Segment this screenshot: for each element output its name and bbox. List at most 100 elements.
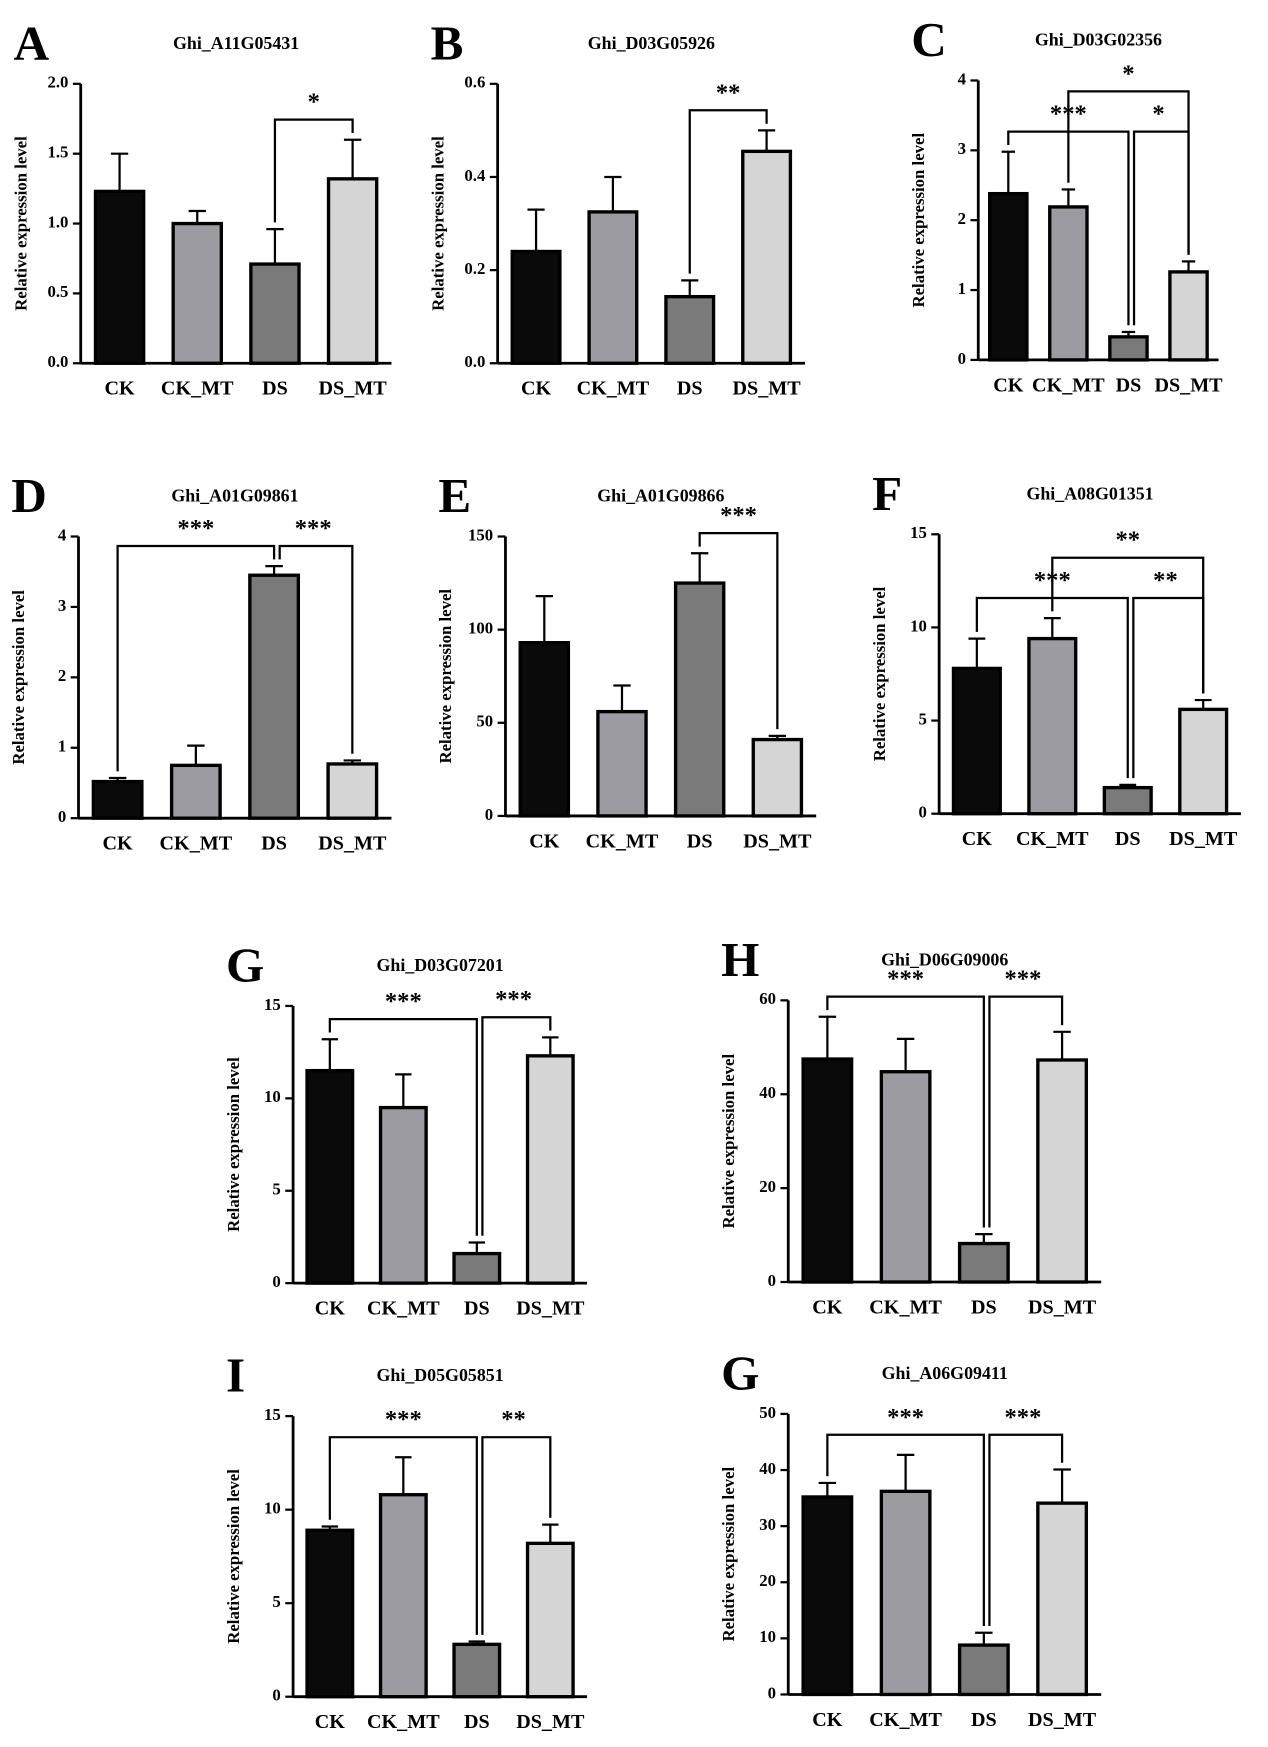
y-tick-label: 0: [272, 1272, 280, 1291]
panel: A Ghi_A11G05431 Relative expression level 0…: [11, 15, 392, 400]
x-tick-label: DS_MT: [516, 1711, 585, 1733]
significance-bracket: [481, 1436, 552, 1635]
y-tick-label: 0: [768, 1271, 776, 1290]
y-axis-label: Relative expression level: [909, 133, 928, 308]
panel: E Ghi_A01G09866 Relative expression level 0…: [436, 468, 817, 852]
bar: [664, 294, 716, 365]
x-tick-label: DS: [464, 1711, 490, 1733]
significance-bracket: [116, 544, 276, 772]
significance-label: *: [1152, 101, 1164, 128]
x-tick-label: CK_MT: [160, 833, 233, 855]
x-tick-label: DS: [464, 1298, 490, 1320]
bar: [169, 763, 222, 820]
bar: [1027, 636, 1078, 816]
y-tick-label: 40: [759, 1083, 776, 1102]
panel-letter: I: [226, 1348, 245, 1403]
y-axis-label: Relative expression level: [436, 589, 455, 764]
x-tick-label: CK_MT: [869, 1709, 942, 1731]
y-tick-label: 150: [468, 525, 493, 544]
bar: [525, 1054, 575, 1285]
x-tick-label: CK: [103, 833, 134, 855]
panel: G Ghi_A06G09411 Relative expression level 0…: [719, 1345, 1102, 1731]
y-tick-label: 1.5: [47, 143, 68, 162]
y-tick-label: 10: [264, 1087, 281, 1106]
x-tick-label: DS: [262, 378, 288, 400]
bar: [1036, 1058, 1089, 1284]
bar: [1178, 707, 1229, 816]
bar: [248, 573, 301, 820]
bar: [879, 1070, 932, 1284]
y-tick-label: 0: [485, 805, 493, 824]
significance-bracket: [826, 1433, 985, 1627]
x-tick-label: CK_MT: [1016, 828, 1089, 850]
bar: [741, 149, 793, 365]
x-tick-label: DS_MT: [733, 378, 802, 400]
bar: [1108, 335, 1149, 362]
significance-bracket: [988, 995, 1064, 1228]
panel: F Ghi_A08G01351 Relative expression level 0…: [870, 466, 1241, 850]
x-tick-label: CK_MT: [1032, 374, 1105, 396]
bar: [518, 641, 571, 818]
y-tick-label: 0.0: [464, 352, 485, 371]
bar: [673, 581, 726, 818]
x-tick-label: DS: [677, 378, 703, 400]
panel-letter: H: [721, 932, 759, 987]
chart-title: Ghi_D05G05851: [377, 1365, 504, 1385]
significance-label: ***: [495, 986, 532, 1013]
chart-title: Ghi_D03G05926: [588, 33, 715, 53]
x-tick-label: DS_MT: [743, 830, 812, 852]
bar: [93, 189, 146, 365]
chart-title: Ghi_A08G01351: [1026, 483, 1153, 503]
y-tick-label: 0: [58, 807, 66, 826]
chart-title: Ghi_D03G02356: [1035, 29, 1162, 49]
x-tick-label: DS_MT: [1028, 1296, 1097, 1318]
bar: [171, 221, 224, 365]
x-tick-label: DS: [971, 1709, 997, 1731]
significance-label: ***: [887, 966, 924, 993]
bar: [378, 1105, 428, 1285]
bar: [452, 1642, 502, 1699]
x-tick-label: DS: [971, 1296, 997, 1318]
y-tick-label: 15: [264, 995, 281, 1014]
y-tick-label: 20: [759, 1571, 776, 1590]
significance-bracket: [698, 532, 779, 730]
x-tick-label: DS_MT: [318, 833, 387, 855]
significance-bracket: [273, 118, 354, 223]
panel-letter: E: [438, 468, 471, 523]
y-tick-label: 20: [759, 1177, 776, 1196]
significance-bracket: [988, 1433, 1064, 1627]
y-axis-label: Relative expression level: [870, 586, 889, 761]
bar: [987, 191, 1029, 362]
x-tick-label: DS: [1115, 828, 1141, 850]
y-tick-label: 50: [759, 1403, 776, 1422]
significance-label: ***: [177, 515, 214, 542]
y-tick-label: 5: [918, 709, 926, 728]
y-axis-label: Relative expression level: [224, 1469, 243, 1644]
bar: [525, 1541, 575, 1699]
panel-letter: D: [11, 468, 47, 523]
bar: [326, 177, 379, 365]
significance-bracket: [688, 109, 768, 274]
bar: [596, 709, 648, 818]
x-tick-label: DS: [687, 830, 713, 852]
chart-title: Ghi_A01G09861: [171, 485, 298, 505]
y-tick-label: 30: [759, 1515, 776, 1534]
x-tick-label: CK: [812, 1709, 843, 1731]
x-tick-label: CK_MT: [161, 378, 234, 400]
y-tick-label: 0: [768, 1683, 776, 1702]
y-tick-label: 10: [264, 1499, 281, 1518]
y-tick-label: 0: [958, 349, 966, 368]
y-tick-label: 100: [468, 618, 493, 637]
bar: [1036, 1501, 1089, 1697]
x-tick-label: DS_MT: [516, 1298, 585, 1320]
x-tick-label: CK: [104, 378, 135, 400]
significance-label: **: [501, 1406, 526, 1433]
panel: G Ghi_D03G07201 Relative expression level 0…: [224, 937, 588, 1320]
x-tick-label: CK_MT: [367, 1711, 440, 1733]
x-tick-label: DS_MT: [1028, 1709, 1097, 1731]
y-tick-label: 4: [958, 69, 967, 88]
panel: B Ghi_D03G05926 Relative expression level 0…: [428, 15, 806, 400]
chart-title: Ghi_D03G07201: [377, 955, 504, 975]
bar: [1048, 205, 1089, 362]
chart-title: Ghi_D06G09006: [881, 949, 1008, 969]
